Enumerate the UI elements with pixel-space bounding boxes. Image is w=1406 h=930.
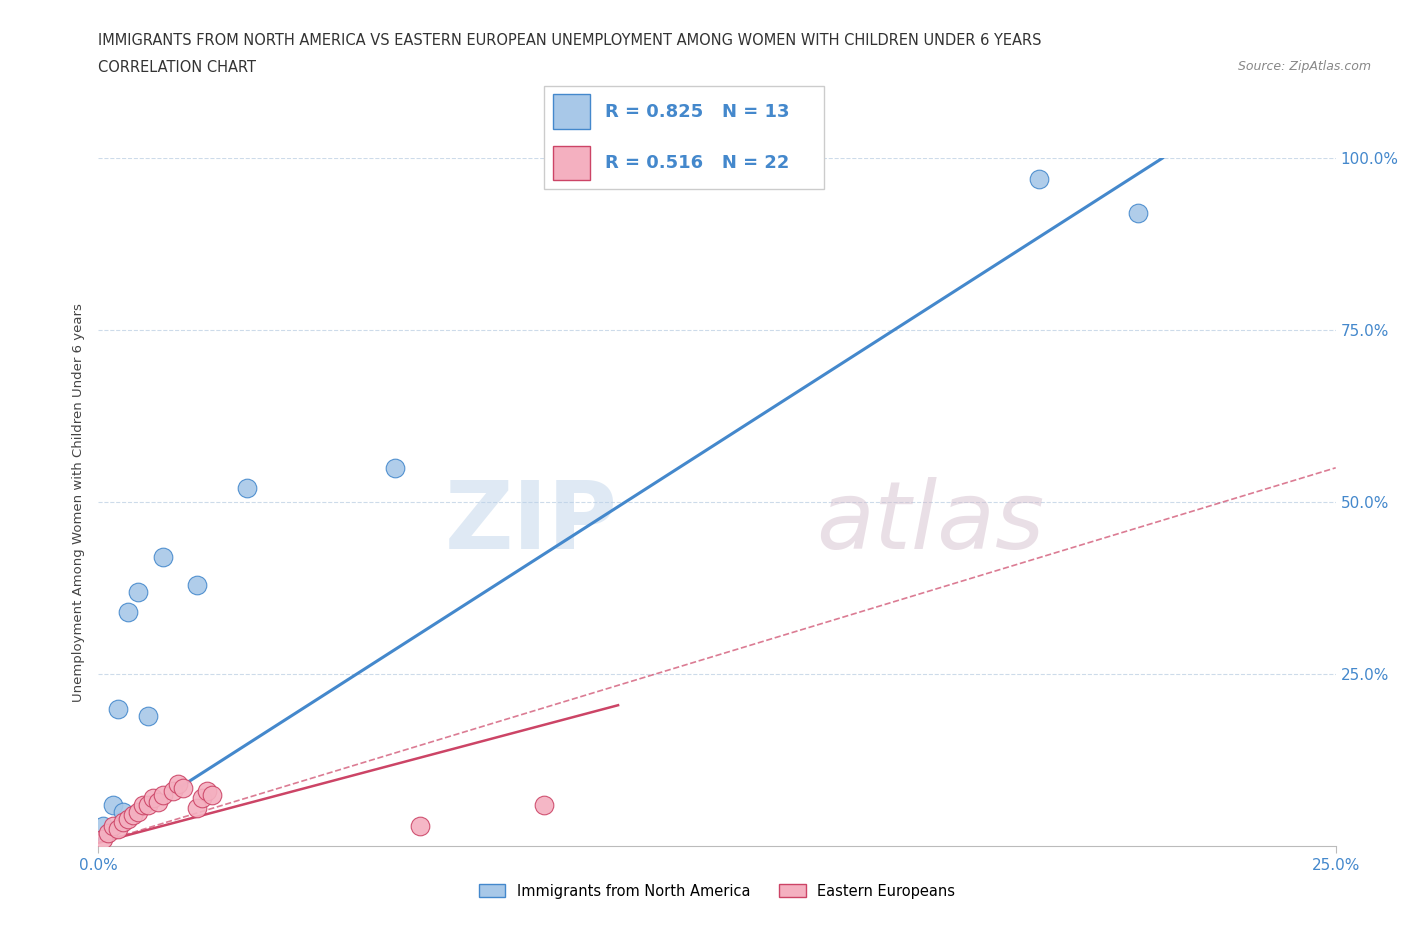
Text: atlas: atlas [815,477,1045,568]
Point [117,604,139,619]
Point [191,790,214,805]
Point [93,818,115,833]
Point [107,701,129,716]
Point [112,815,135,830]
FancyBboxPatch shape [553,95,591,128]
Point [186,801,208,816]
Point [1126,206,1149,220]
Text: CORRELATION CHART: CORRELATION CHART [98,60,256,75]
Text: Source: ZipAtlas.com: Source: ZipAtlas.com [1237,60,1371,73]
Point [1028,171,1050,186]
Point [152,787,174,802]
Point [152,550,174,565]
Point [117,811,139,826]
Point [103,798,125,813]
Point [122,808,145,823]
Point [146,794,169,809]
Point [384,460,406,475]
Point [195,784,218,799]
Point [103,818,125,833]
Point [533,798,555,813]
Point [136,708,159,723]
Point [162,784,184,799]
Point [236,481,259,496]
Point [186,578,208,592]
Text: R = 0.825   N = 13: R = 0.825 N = 13 [605,102,789,121]
Point [93,832,115,847]
FancyBboxPatch shape [544,86,824,189]
Point [172,780,194,795]
Text: IMMIGRANTS FROM NORTH AMERICA VS EASTERN EUROPEAN UNEMPLOYMENT AMONG WOMEN WITH : IMMIGRANTS FROM NORTH AMERICA VS EASTERN… [98,33,1042,47]
Point [127,584,149,599]
Point [136,798,159,813]
Point [166,777,188,791]
Point [127,804,149,819]
Text: R = 0.516   N = 22: R = 0.516 N = 22 [605,153,789,172]
Point [201,787,224,802]
Legend: Immigrants from North America, Eastern Europeans: Immigrants from North America, Eastern E… [472,878,962,904]
Point [107,822,129,837]
Point [132,798,155,813]
Point [409,818,432,833]
Y-axis label: Unemployment Among Women with Children Under 6 years: Unemployment Among Women with Children U… [72,303,86,701]
Point [142,790,165,805]
Point [112,804,135,819]
Point [97,825,120,840]
Text: ZIP: ZIP [446,477,619,569]
FancyBboxPatch shape [553,146,591,180]
